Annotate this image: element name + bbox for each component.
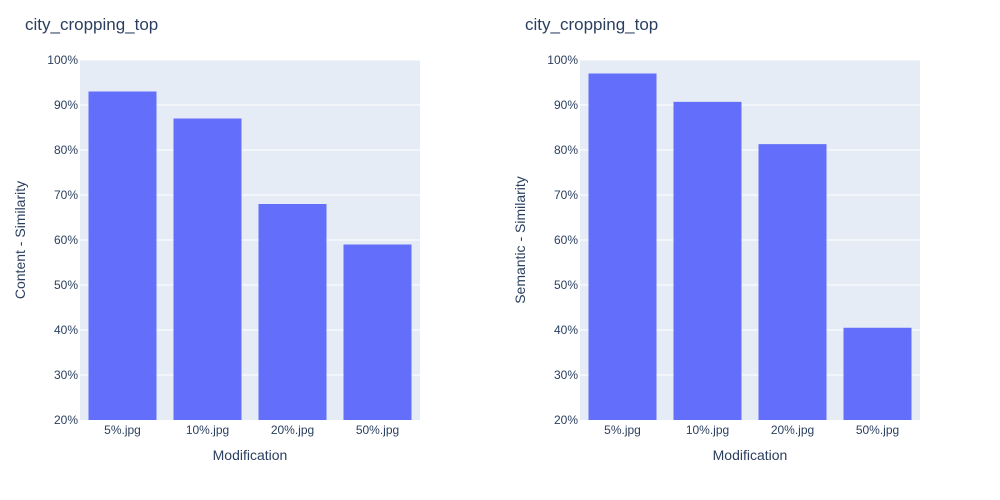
x-tick-label: 20%.jpg [271, 423, 314, 437]
bar-10-jpg [173, 118, 242, 420]
x-tick-label: 10%.jpg [686, 423, 729, 437]
y-tick-label: 60% [554, 233, 578, 247]
x-axis-title: Modification [213, 447, 288, 463]
y-tick-label: 40% [554, 323, 578, 337]
y-tick-label: 30% [554, 368, 578, 382]
x-tick-label: 5%.jpg [104, 423, 141, 437]
y-tick-label: 40% [54, 323, 78, 337]
y-tick-labels: 20% 30% 40% 50% 60% 70% 80% 90% 100% [47, 53, 78, 427]
semantic-similarity-chart: city_cropping_top 20% 30% 40% 50% 60% 70% 80% 9… [500, 0, 1000, 500]
chart-svg-right: city_cropping_top 20% 30% 40% 50% 60% 70% 80% 9… [512, 15, 920, 463]
y-tick-label: 90% [54, 98, 78, 112]
y-axis-title: Content - Similarity [12, 181, 28, 299]
x-tick-label: 20%.jpg [771, 423, 814, 437]
chart-title: city_cropping_top [525, 15, 658, 34]
x-tick-labels: 5%.jpg 10%.jpg 20%.jpg 50%.jpg [604, 423, 899, 437]
bar-50-jpg [843, 327, 912, 420]
y-tick-label: 20% [554, 413, 578, 427]
chart-title: city_cropping_top [25, 15, 158, 34]
y-tick-label: 50% [54, 278, 78, 292]
y-axis-title: Semantic - Similarity [512, 176, 528, 304]
bars [588, 73, 912, 420]
y-tick-label: 70% [554, 188, 578, 202]
bars [88, 91, 412, 420]
y-tick-label: 60% [54, 233, 78, 247]
x-tick-label: 50%.jpg [356, 423, 399, 437]
bar-5-jpg [88, 91, 157, 420]
bar-20-jpg [758, 144, 827, 420]
y-tick-label: 100% [547, 53, 578, 67]
x-tick-labels: 5%.jpg 10%.jpg 20%.jpg 50%.jpg [104, 423, 399, 437]
y-tick-label: 30% [54, 368, 78, 382]
y-tick-label: 90% [554, 98, 578, 112]
content-similarity-chart: city_cropping_top 20% 30% 40% 50% 60% 70% 80% 9… [12, 15, 420, 463]
x-tick-label: 5%.jpg [604, 423, 641, 437]
bar-5-jpg [588, 73, 657, 420]
bar-50-jpg [343, 244, 412, 420]
y-tick-label: 100% [47, 53, 78, 67]
chart-svg-left: city_cropping_top 20% 30% 40% 50% 60% 70% 80% 9… [12, 15, 420, 463]
y-tick-label: 50% [554, 278, 578, 292]
y-tick-labels: 20% 30% 40% 50% 60% 70% 80% 90% 100% [547, 53, 578, 427]
y-tick-label: 20% [54, 413, 78, 427]
y-tick-label: 80% [54, 143, 78, 157]
y-tick-label: 80% [554, 143, 578, 157]
y-tick-label: 70% [54, 188, 78, 202]
bar-20-jpg [258, 204, 327, 420]
x-tick-label: 50%.jpg [856, 423, 899, 437]
bar-10-jpg [673, 101, 742, 420]
x-axis-title: Modification [713, 447, 788, 463]
x-tick-label: 10%.jpg [186, 423, 229, 437]
